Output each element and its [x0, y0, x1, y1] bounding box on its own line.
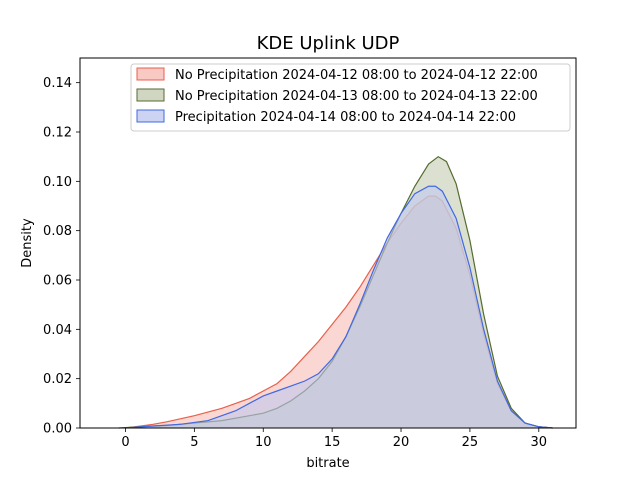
x-tick-label: 25	[462, 435, 479, 450]
legend-swatch	[136, 88, 165, 102]
x-axis-label: bitrate	[306, 456, 349, 471]
legend: No Precipitation 2024-04-12 08:00 to 202…	[130, 63, 571, 132]
x-tick-label: 30	[531, 435, 548, 450]
plot-frame	[79, 57, 577, 429]
y-tick-label: 0.04	[43, 323, 72, 338]
x-tick-label: 10	[255, 435, 272, 450]
y-tick-label: 0.06	[43, 274, 72, 289]
y-axis: 0.00 0.02 0.04 0.06 0.08 0.10 0.12 0.14	[43, 76, 80, 437]
legend-label: No Precipitation 2024-04-13 08:00 to 202…	[175, 89, 538, 104]
x-tick-label: 20	[393, 435, 410, 450]
y-tick-label: 0.00	[43, 422, 72, 437]
y-tick-label: 0.10	[43, 175, 72, 190]
x-tick-label: 15	[324, 435, 341, 450]
chart-title: KDE Uplink UDP	[257, 33, 400, 54]
series-3-line	[125, 185, 553, 429]
legend-swatch	[136, 109, 165, 123]
y-tick-label: 0.08	[43, 224, 72, 239]
y-tick-label: 0.12	[43, 126, 72, 141]
series-3-area	[125, 186, 553, 428]
x-tick-label: 0	[121, 435, 129, 450]
series-layer	[118, 155, 553, 429]
y-axis-label: Density	[20, 218, 35, 268]
y-tick-label: 0.14	[43, 76, 72, 91]
legend-swatch	[136, 67, 165, 81]
x-axis: 0 5 10 15 20 25 30	[121, 428, 547, 450]
legend-box	[130, 63, 571, 132]
legend-label: No Precipitation 2024-04-12 08:00 to 202…	[175, 68, 538, 83]
y-tick-label: 0.02	[43, 372, 72, 387]
legend-label: Precipitation 2024-04-14 08:00 to 2024-0…	[175, 110, 516, 125]
x-tick-label: 5	[190, 435, 198, 450]
